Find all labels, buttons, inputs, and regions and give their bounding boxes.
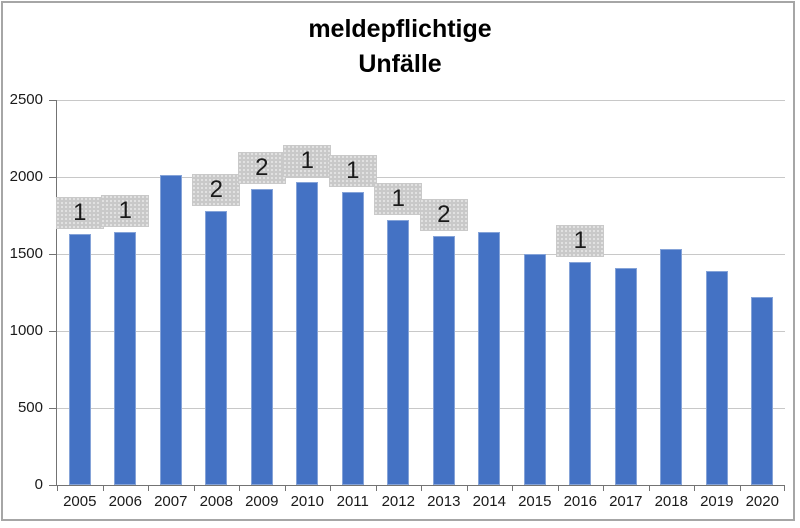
chart-title: meldepflichtige Unfälle	[0, 12, 800, 82]
x-axis-tick	[239, 485, 240, 491]
bar-2007	[159, 175, 182, 485]
x-axis-label: 2009	[245, 493, 279, 510]
bar-2018	[660, 249, 683, 485]
y-axis-label: 2000	[9, 168, 43, 185]
x-axis-label: 2017	[609, 493, 643, 510]
gridline-1000	[57, 330, 785, 332]
bar-2009	[250, 189, 273, 485]
x-axis-tick	[512, 485, 513, 491]
bar-2017	[614, 267, 637, 485]
bar-2020	[751, 297, 774, 485]
x-axis-tick	[740, 485, 741, 491]
bar-2011	[341, 192, 364, 485]
x-axis-tick	[784, 485, 785, 491]
y-axis-tick	[49, 484, 57, 486]
x-axis-tick	[558, 485, 559, 491]
bar-2013	[432, 235, 455, 485]
gridline-1500	[57, 253, 785, 255]
x-axis-label: 2012	[381, 493, 415, 510]
x-axis-label: 2016	[563, 493, 597, 510]
bar-2016	[569, 261, 592, 485]
x-axis-label: 2011	[336, 493, 369, 510]
x-axis-label: 2006	[108, 493, 142, 510]
data-label-2010: 1	[283, 144, 332, 177]
y-axis-label: 0	[34, 476, 43, 493]
y-axis-label: 500	[17, 399, 43, 416]
bar-2012	[387, 220, 410, 485]
bar-2006	[114, 232, 137, 485]
x-axis-tick	[57, 485, 58, 491]
x-axis-tick	[467, 485, 468, 491]
x-axis-tick	[694, 485, 695, 491]
y-axis-label: 1500	[9, 245, 43, 262]
bar-2019	[705, 270, 728, 485]
x-axis-label: 2019	[700, 493, 734, 510]
y-axis-tick	[49, 407, 57, 409]
x-axis-label: 2010	[290, 493, 324, 510]
bar-2015	[523, 254, 546, 485]
x-axis-label: 2007	[154, 493, 188, 510]
x-axis-tick	[603, 485, 604, 491]
x-axis-label: 2005	[63, 493, 97, 510]
x-axis-label: 2013	[427, 493, 461, 510]
x-axis-tick	[285, 485, 286, 491]
chart-title-line1: meldepflichtige	[308, 15, 492, 43]
bar-2008	[205, 210, 228, 485]
x-axis-tick	[376, 485, 377, 491]
data-label-2008: 2	[192, 173, 241, 206]
y-axis-tick	[49, 253, 57, 255]
y-axis-tick	[49, 99, 57, 101]
x-axis-label: 2015	[518, 493, 552, 510]
y-axis-tick	[49, 176, 57, 178]
x-axis-label: 2020	[745, 493, 779, 510]
data-label-2011: 1	[328, 155, 377, 188]
x-axis-label: 2008	[199, 493, 233, 510]
chart-title-line2: Unfälle	[358, 50, 442, 78]
gridline-500	[57, 407, 785, 409]
bar-2010	[296, 181, 319, 485]
x-axis-tick	[421, 485, 422, 491]
x-axis-tick	[649, 485, 650, 491]
bar-2005	[68, 233, 91, 485]
bar-2014	[478, 232, 501, 485]
data-label-2013: 2	[419, 198, 468, 231]
x-axis-label: 2014	[472, 493, 506, 510]
x-axis-tick	[330, 485, 331, 491]
x-axis-tick	[194, 485, 195, 491]
y-axis-label: 2500	[9, 91, 43, 108]
data-label-2006: 1	[101, 195, 150, 228]
data-label-2009: 2	[237, 152, 286, 185]
data-label-2016: 1	[556, 224, 605, 257]
plot-area: 0 500 1000 1500 2000 2500 2005 1 2006 1 2007 2008 2 2…	[10, 91, 785, 510]
data-label-2005: 1	[55, 196, 104, 229]
x-axis-tick	[148, 485, 149, 491]
x-axis-tick	[103, 485, 104, 491]
x-axis-label: 2018	[654, 493, 688, 510]
data-label-2012: 1	[374, 183, 423, 216]
gridline-2500	[57, 99, 785, 101]
gridline-2000	[57, 176, 785, 178]
y-axis-label: 1000	[9, 322, 43, 339]
y-axis-tick	[49, 330, 57, 332]
